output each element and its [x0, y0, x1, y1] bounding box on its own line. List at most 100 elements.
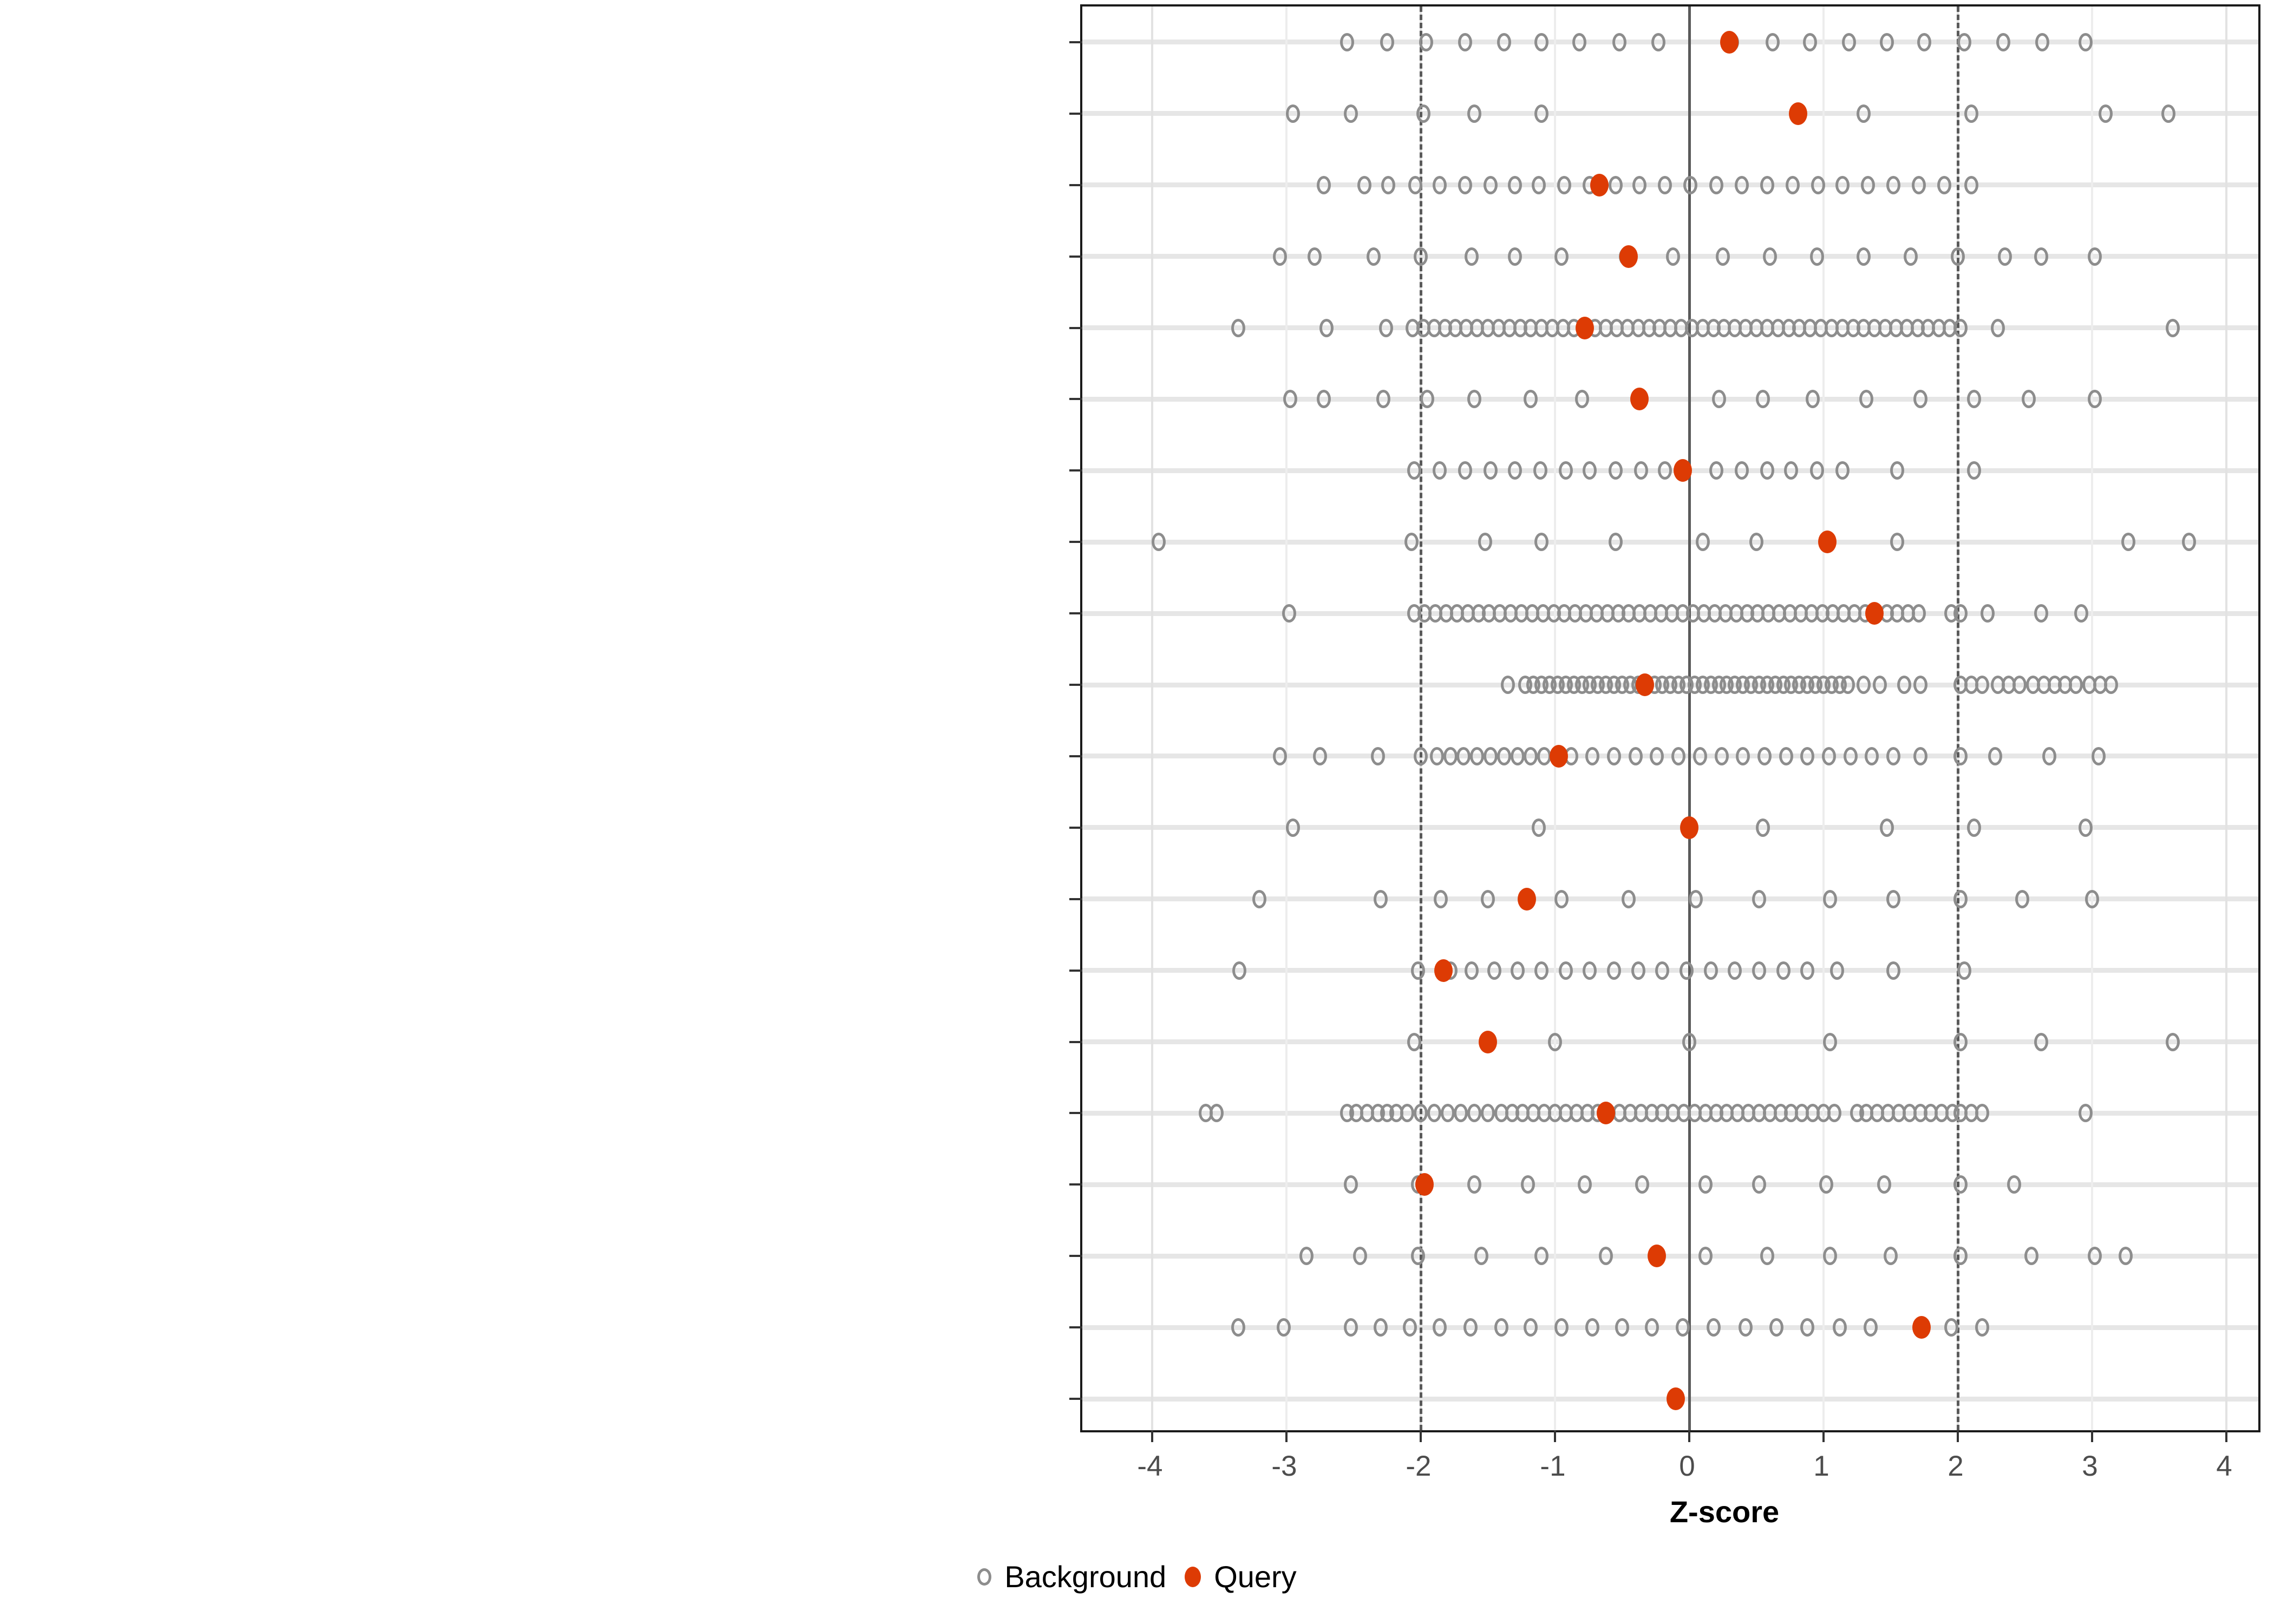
background-point	[1666, 247, 1681, 266]
open-circle-icon	[977, 1568, 992, 1586]
row-gridline	[1082, 825, 2258, 830]
background-point	[1966, 461, 1981, 480]
y-axis-tick	[1069, 755, 1082, 757]
x-gridline	[1285, 6, 1288, 1430]
query-point[interactable]	[1597, 1102, 1616, 1125]
query-point[interactable]	[1636, 673, 1655, 697]
background-point	[1376, 390, 1390, 409]
background-point	[1534, 533, 1549, 552]
legend-item-query[interactable]: Query	[1185, 1559, 1297, 1594]
background-point	[1510, 961, 1525, 980]
background-point	[1357, 175, 1371, 194]
background-point	[1299, 1247, 1314, 1266]
background-point	[1951, 247, 1965, 266]
background-point	[1658, 175, 1672, 194]
background-point	[1577, 1175, 1592, 1194]
x-axis-tick-label: 4	[2216, 1450, 2232, 1482]
background-point	[1607, 746, 1622, 765]
background-point	[1407, 461, 1421, 480]
background-point	[1953, 746, 1968, 765]
zero-reference-line	[1688, 6, 1691, 1430]
background-point	[1762, 247, 1777, 266]
background-point	[1470, 746, 1485, 765]
y-axis-tick	[1069, 1326, 1082, 1329]
background-point	[1483, 461, 1498, 480]
y-axis-tick	[1069, 612, 1082, 615]
query-point[interactable]	[1818, 531, 1837, 554]
y-axis-tick	[1069, 112, 1082, 115]
query-point[interactable]	[1478, 1030, 1497, 1053]
threshold-reference-line	[1957, 6, 1960, 1430]
background-point	[1474, 1247, 1488, 1266]
background-point	[1680, 961, 1694, 980]
query-point[interactable]	[1415, 1173, 1434, 1196]
background-point	[1407, 1032, 1421, 1051]
background-point	[1501, 676, 1515, 695]
background-point	[1728, 961, 1742, 980]
query-point[interactable]	[1865, 602, 1884, 625]
query-point[interactable]	[1673, 459, 1692, 482]
background-point	[1975, 1104, 1989, 1123]
background-point	[2087, 1247, 2102, 1266]
query-point[interactable]	[1667, 1387, 1685, 1411]
query-point[interactable]	[1575, 316, 1594, 339]
background-point	[1757, 746, 1772, 765]
query-point[interactable]	[1434, 959, 1453, 982]
x-axis-tick	[1688, 1430, 1690, 1442]
x-axis-tick	[1285, 1430, 1288, 1442]
query-point[interactable]	[1590, 173, 1609, 197]
background-point	[1988, 746, 2003, 765]
query-point[interactable]	[1912, 1316, 1931, 1339]
query-point[interactable]	[1550, 744, 1569, 768]
x-axis-tick-label: 1	[1813, 1450, 1829, 1482]
background-point	[2087, 247, 2102, 266]
background-point	[2121, 533, 2135, 552]
query-point[interactable]	[1619, 245, 1638, 268]
query-point[interactable]	[1648, 1245, 1667, 1268]
background-point	[1760, 461, 1774, 480]
background-point	[1381, 175, 1396, 194]
background-point	[1411, 1247, 1426, 1266]
background-point	[2085, 889, 2100, 908]
background-point	[1800, 746, 1815, 765]
background-point	[1821, 746, 1836, 765]
background-point	[1507, 247, 1522, 266]
background-point	[1456, 746, 1471, 765]
background-point	[1344, 1175, 1358, 1194]
background-point	[1416, 104, 1430, 123]
x-axis-tick	[1553, 1430, 1556, 1442]
background-point	[1917, 32, 1932, 51]
background-point	[1458, 175, 1472, 194]
background-point	[1432, 1318, 1447, 1337]
background-point	[1953, 1247, 1968, 1266]
query-point[interactable]	[1788, 102, 1807, 125]
background-point	[1370, 746, 1385, 765]
query-point[interactable]	[1517, 887, 1536, 911]
background-point	[1404, 533, 1419, 552]
query-point[interactable]	[1720, 30, 1739, 54]
background-point	[1583, 961, 1597, 980]
background-point	[1615, 1318, 1629, 1337]
background-point	[1886, 889, 1900, 908]
query-point[interactable]	[1680, 816, 1698, 839]
background-point	[1809, 461, 1824, 480]
background-point	[1651, 32, 1665, 51]
background-point	[2015, 889, 2030, 908]
legend-item-background[interactable]: Background	[977, 1559, 1166, 1594]
query-point[interactable]	[1630, 388, 1649, 411]
background-point	[1429, 746, 1444, 765]
background-point	[2007, 1175, 2022, 1194]
background-point	[2069, 676, 2083, 695]
background-point	[1583, 461, 1597, 480]
row-gridline	[1082, 754, 2258, 759]
background-point	[1827, 1104, 1841, 1123]
y-axis-tick	[1069, 684, 1082, 686]
background-point	[1378, 318, 1393, 337]
background-point	[1860, 175, 1875, 194]
background-point	[1480, 1104, 1495, 1123]
x-axis-tick	[1419, 1430, 1422, 1442]
background-point	[1709, 175, 1723, 194]
background-point	[1408, 175, 1423, 194]
background-point	[1953, 889, 1968, 908]
row-gridline	[1082, 968, 2258, 973]
